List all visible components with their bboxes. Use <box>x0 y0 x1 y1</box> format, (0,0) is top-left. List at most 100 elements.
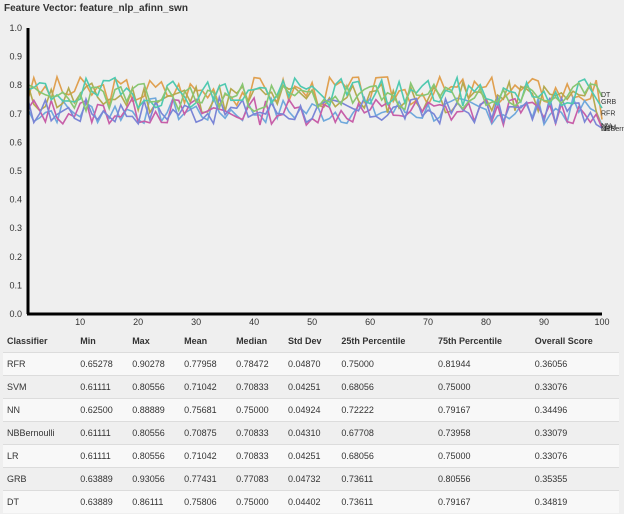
table-cell: 0.61111 <box>76 444 129 468</box>
table-cell: 0.61111 <box>76 375 129 399</box>
table-cell: 0.80556 <box>128 375 181 399</box>
table-cell: 0.72222 <box>337 398 435 422</box>
y-tick-label: 0.2 <box>9 252 22 262</box>
table-cell: 0.93056 <box>128 467 181 491</box>
table-row: NN 0.62500 0.88889 0.75681 0.75000 0.04924 0.7… <box>3 398 619 422</box>
table-cell: 0.77431 <box>180 467 233 491</box>
table-cell: 0.68056 <box>337 444 435 468</box>
x-tick-label: 60 <box>365 317 375 327</box>
table-cell: 0.73611 <box>337 490 435 513</box>
column-header: 25th Percentile <box>337 330 435 353</box>
stats-table-body: RFR 0.65278 0.90278 0.77958 0.78472 0.04870 0.… <box>3 352 619 513</box>
line-chart: 0.0 0.1 0.2 0.3 0.4 0.5 0.6 0.7 0.8 0.9 1.0 10 20 30… <box>9 23 624 327</box>
table-cell: 0.75806 <box>180 490 233 513</box>
table-cell: 0.81944 <box>434 352 531 376</box>
column-header: Std Dev <box>284 330 338 353</box>
table-cell: 0.33076 <box>530 375 619 399</box>
table-row: DT 0.63889 0.86111 0.75806 0.75000 0.04402 0.7… <box>3 490 619 513</box>
table-row: RFR 0.65278 0.90278 0.77958 0.78472 0.04870 0.… <box>3 352 619 376</box>
y-tick-label: 0.0 <box>9 309 22 319</box>
table-cell: GRB <box>3 467 77 491</box>
x-tick-label: 100 <box>594 317 609 327</box>
table-cell: 0.62500 <box>76 398 129 422</box>
series-lines <box>27 74 603 129</box>
series-line-lr <box>27 94 603 129</box>
table-cell: 0.75681 <box>180 398 233 422</box>
y-axis-tick-labels: 0.0 0.1 0.2 0.3 0.4 0.5 0.6 0.7 0.8 0.9 1.0 <box>9 23 22 319</box>
column-header: 75th Percentile <box>434 330 531 353</box>
table-cell: 0.79167 <box>434 490 531 513</box>
x-tick-label: 90 <box>539 317 549 327</box>
series-end-label: NBBernoulli <box>601 126 624 133</box>
table-cell: 0.88889 <box>128 398 181 422</box>
series-line-grb <box>27 74 603 110</box>
table-cell: 0.35355 <box>530 467 619 491</box>
column-header: Overall Score <box>530 330 619 353</box>
table-cell: 0.75000 <box>434 375 531 399</box>
table-cell: 0.70833 <box>232 375 284 399</box>
table-row: SVM 0.61111 0.80556 0.71042 0.70833 0.04251 0.… <box>3 375 619 399</box>
table-cell: 0.36056 <box>530 352 619 376</box>
y-tick-label: 0.6 <box>9 137 22 147</box>
series-end-label: SVM <box>601 125 616 132</box>
table-cell: 0.86111 <box>128 490 181 513</box>
series-end-label: NN <box>601 123 611 130</box>
table-cell: 0.34496 <box>530 398 619 422</box>
table-cell: 0.70833 <box>232 421 284 445</box>
table-cell: 0.70833 <box>232 444 284 468</box>
table-cell: 0.65278 <box>76 352 129 376</box>
column-header: Median <box>232 330 284 353</box>
table-cell: 0.75000 <box>232 490 284 513</box>
x-tick-label: 20 <box>133 317 143 327</box>
x-axis-tick-labels: 10 20 30 40 50 60 70 80 90 100 <box>75 317 609 327</box>
table-cell: 0.67708 <box>337 421 435 445</box>
x-tick-label: 70 <box>423 317 433 327</box>
table-cell: 0.04310 <box>284 421 338 445</box>
table-cell: 0.04870 <box>284 352 338 376</box>
table-cell: 0.04924 <box>284 398 338 422</box>
table-cell: RFR <box>3 352 77 376</box>
y-tick-label: 0.8 <box>9 80 22 90</box>
table-cell: 0.80556 <box>128 444 181 468</box>
y-tick-label: 1.0 <box>9 23 22 33</box>
table-cell: 0.79167 <box>434 398 531 422</box>
table-cell: 0.68056 <box>337 375 435 399</box>
table-cell: 0.80556 <box>128 421 181 445</box>
table-cell: 0.34819 <box>530 490 619 513</box>
table-cell: 0.04251 <box>284 375 338 399</box>
series-line-svm <box>27 94 603 127</box>
table-cell: NN <box>3 398 77 422</box>
x-tick-label: 40 <box>249 317 259 327</box>
table-cell: 0.33076 <box>530 444 619 468</box>
x-tick-label: 50 <box>307 317 317 327</box>
column-header: Max <box>128 330 181 353</box>
table-cell: 0.90278 <box>128 352 181 376</box>
series-end-label: LR <box>601 126 610 133</box>
table-cell: SVM <box>3 375 77 399</box>
x-tick-label: 30 <box>191 317 201 327</box>
series-line-dt <box>27 80 603 114</box>
table-row: NBBernoulli 0.61111 0.80556 0.70875 0.70833 0… <box>3 421 619 445</box>
y-tick-label: 0.7 <box>9 109 22 119</box>
table-cell: 0.04251 <box>284 444 338 468</box>
table-cell: 0.71042 <box>180 444 233 468</box>
table-cell: NBBernoulli <box>3 421 77 445</box>
y-tick-label: 0.5 <box>9 166 22 176</box>
y-tick-label: 0.3 <box>9 223 22 233</box>
column-header: Classifier <box>3 330 77 353</box>
page-title: Feature Vector: feature_nlp_afinn_swn <box>4 3 188 14</box>
table-cell: 0.63889 <box>76 467 129 491</box>
table-cell: 0.71042 <box>180 375 233 399</box>
table-cell: LR <box>3 444 77 468</box>
table-cell: 0.63889 <box>76 490 129 513</box>
table-cell: 0.61111 <box>76 421 129 445</box>
series-end-label: DT <box>601 92 611 99</box>
table-cell: 0.73611 <box>337 467 435 491</box>
y-tick-label: 0.4 <box>9 195 22 205</box>
x-tick-label: 10 <box>75 317 85 327</box>
stats-table: Classifier Min Max Mean Median Std Dev 25th Pe… <box>3 330 619 513</box>
table-cell: 0.75000 <box>337 352 435 376</box>
table-cell: 0.33079 <box>530 421 619 445</box>
table-cell: 0.75000 <box>434 444 531 468</box>
